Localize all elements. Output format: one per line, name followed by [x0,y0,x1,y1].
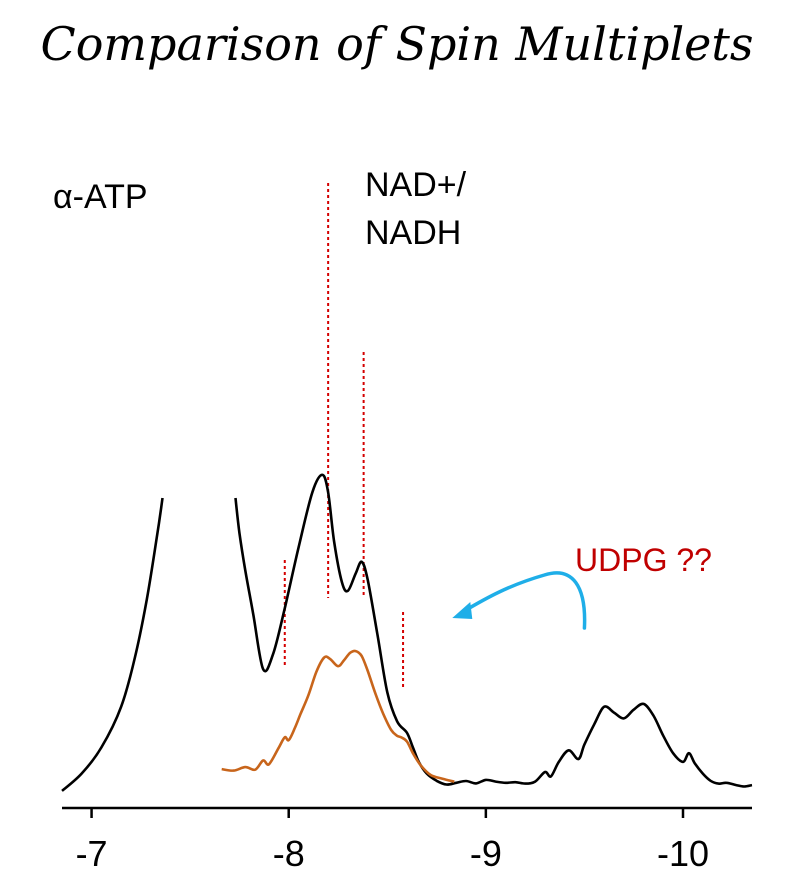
arrow-shaft [462,571,587,630]
nad-label-line2: NADH [365,214,461,252]
x-tick-label: -7 [76,833,108,874]
udpg-label: UDPG ?? [575,542,712,578]
measured-spectrum-line [234,473,753,788]
udpg-arrow [452,571,587,630]
alpha-atp-label: α-ATP [53,178,148,216]
chart-title: Comparison of Spin Multiplets [41,17,754,71]
measured-spectrum-line [61,497,164,792]
nad-label-line1: NAD+/ [365,166,467,204]
x-tick-label: -8 [273,833,305,874]
guide-lines-group [283,183,405,688]
x-tick-label: -9 [470,833,502,874]
simulated-multiplet-line [221,649,455,783]
series-layer [61,473,753,792]
x-tick-label: -10 [657,833,709,874]
arrow-head [452,602,473,619]
x-axis-ticks: -7 -8 -9 -10 [76,808,709,874]
